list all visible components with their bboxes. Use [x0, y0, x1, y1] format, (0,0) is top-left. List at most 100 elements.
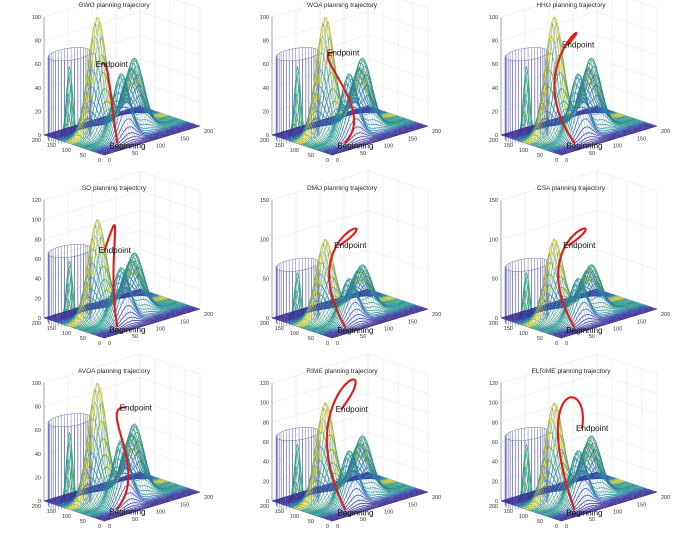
y-tick-label: 0 [555, 341, 558, 347]
terrain-cross [307, 55, 369, 145]
terrain-cross [65, 426, 126, 515]
terrain-cross [520, 457, 581, 516]
terrain-ridge [85, 73, 183, 150]
plot-svg: GWO planning trajectory Beginning Endpoint… [32, 0, 213, 164]
terrain-cross [295, 420, 357, 515]
terrain-cross [544, 294, 605, 326]
terrain-cross [358, 108, 419, 130]
terrain-ridge [99, 124, 196, 154]
terrain-cross [89, 465, 150, 508]
terrain-cross [283, 314, 345, 335]
terrain-ridge [273, 472, 370, 502]
terrain-ridge [313, 277, 411, 333]
terrain-cross [532, 405, 593, 512]
terrain-cross [125, 473, 186, 497]
terrain-cross [517, 102, 578, 151]
x-tick-label: 100 [613, 144, 622, 150]
terrain-ridge [553, 306, 650, 336]
y-tick-label: 200 [32, 321, 41, 327]
terrain-cross [582, 474, 643, 497]
terrain-ridge [545, 454, 642, 517]
terrain-cross [130, 108, 191, 130]
terrain-ridge [550, 488, 647, 518]
terrain-cross [539, 451, 600, 510]
terrain-cross [130, 291, 191, 313]
terrain-cross [570, 269, 631, 318]
terrain-cross [48, 499, 109, 520]
terrain-cross [584, 109, 646, 130]
endpoint-label: Endpoint [576, 424, 609, 433]
terrain-ridge [546, 287, 643, 334]
terrain-cross [113, 261, 174, 318]
x-tick-label: 0 [108, 158, 111, 164]
terrain-ridge [321, 118, 418, 152]
terrain-ridge [512, 292, 610, 323]
terrain-ridge [317, 287, 414, 334]
terrain-ridge [560, 308, 658, 339]
plot-panel: GWO planning trajectory Beginning Endpoint… [0, 0, 228, 178]
z-tick-label: 40 [35, 86, 41, 92]
trajectory-path [556, 396, 584, 511]
endpoint-label: Endpoint [336, 405, 369, 414]
terrain-cross [527, 22, 588, 148]
y-tick-label: 50 [308, 336, 314, 342]
terrain-cross [281, 314, 342, 336]
y-tick-label: 150 [275, 143, 284, 149]
plot-title: SO planning trajectory [82, 185, 147, 192]
terrain-ridge [317, 461, 414, 517]
terrain-cross [517, 474, 578, 517]
terrain-ridge [331, 125, 429, 156]
terrain-cross [84, 455, 145, 509]
x-tick-label: 100 [613, 327, 622, 333]
terrain-cross [577, 93, 638, 133]
terrain-cross [587, 474, 648, 496]
terrain-cross [108, 261, 169, 319]
terrain-cross [70, 22, 131, 148]
terrain-cross [58, 304, 119, 334]
plot-svg: RIME planning trajectory Beginning Endpoin… [260, 353, 441, 530]
terrain-cross [592, 290, 653, 311]
terrain-cross [53, 131, 114, 153]
terrain-ridge [309, 275, 406, 331]
terrain-cross [355, 109, 417, 130]
z-tick-label: 120 [260, 381, 269, 387]
terrain-cross [286, 487, 347, 517]
terrain-cross [271, 134, 333, 156]
terrain-cross [580, 470, 641, 498]
y-tick-label: 200 [260, 504, 269, 510]
terrain-cross [358, 474, 419, 496]
terrain-cross [315, 471, 376, 509]
x-tick-label: 0 [108, 341, 111, 347]
terrain-cross [544, 471, 605, 509]
z-tick-label: 60 [263, 440, 269, 446]
x-tick-label: 200 [432, 312, 441, 318]
terrain-cross [556, 58, 617, 139]
terrain-cross [348, 284, 409, 316]
terrain-cross [65, 60, 126, 149]
terrain-ridge [544, 450, 641, 516]
terrain-cross [365, 289, 426, 311]
terrain-ridge [94, 305, 191, 336]
terrain-ridge [542, 73, 640, 150]
x-tick-label: 150 [180, 319, 189, 325]
terrain-cross [310, 277, 371, 327]
x-tick-label: 200 [204, 129, 213, 135]
terrain-cross [137, 289, 198, 311]
x-tick-label: 100 [384, 144, 393, 150]
terrain-cross [101, 57, 162, 138]
terrain-ridge [552, 122, 649, 153]
y-tick-label: 100 [62, 331, 71, 337]
x-tick-label: 200 [661, 495, 670, 501]
terrain-cross [339, 442, 400, 502]
terrain-cross [592, 473, 653, 494]
y-tick-label: 50 [80, 153, 86, 159]
terrain-ridge [323, 488, 420, 519]
x-tick-label: 50 [360, 517, 366, 523]
terrain-cross [108, 69, 169, 136]
terrain-cross [139, 105, 201, 127]
terrain-ridge [97, 489, 195, 520]
terrain-cross [367, 288, 429, 310]
terrain-ridge [322, 305, 419, 336]
y-tick-label: 100 [62, 148, 71, 154]
terrain-cross [536, 264, 598, 328]
